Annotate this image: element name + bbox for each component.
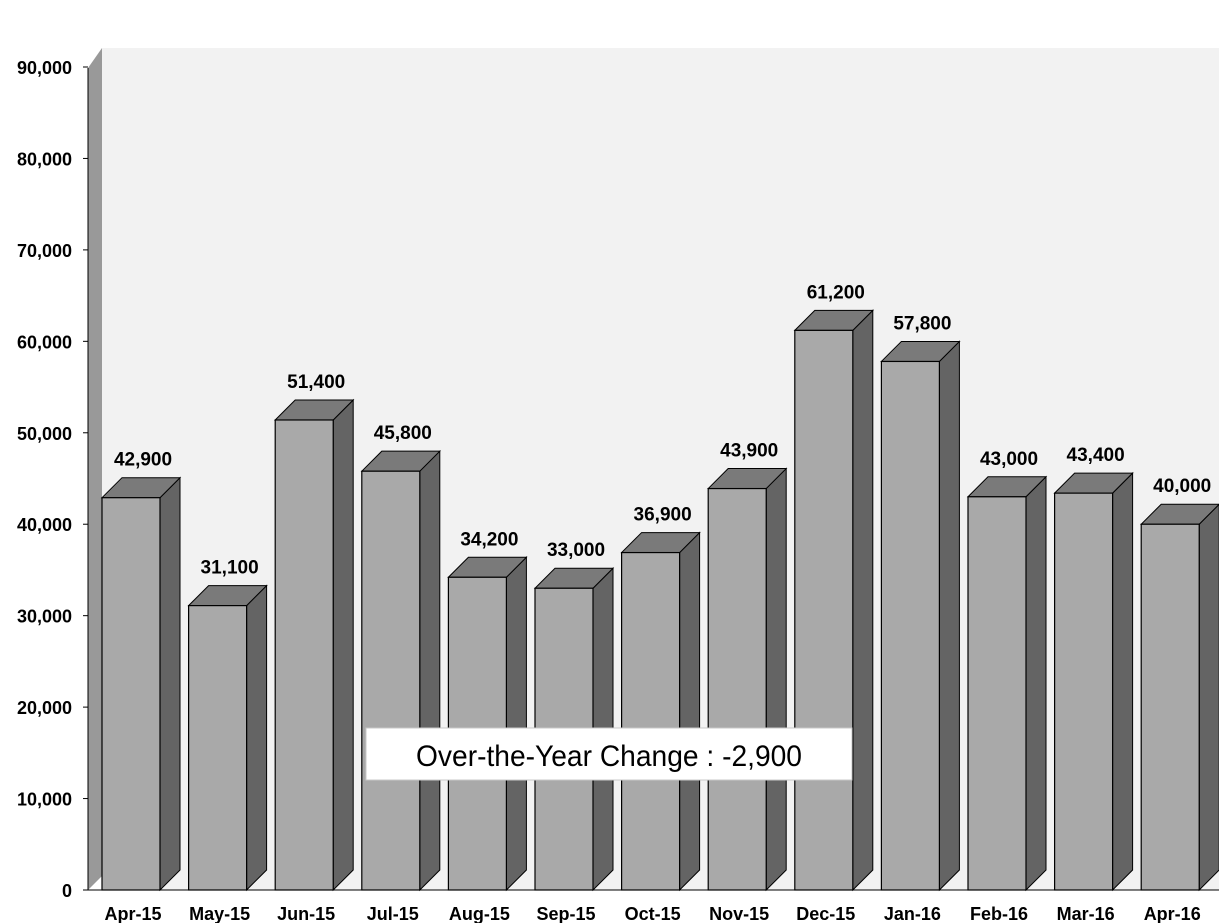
y-tick-label: 10,000 [17,790,72,810]
bar [966,475,1048,892]
x-tick-label: Apr-15 [104,904,161,923]
y-tick-label: 20,000 [17,698,72,718]
data-label: 43,000 [980,449,1038,470]
annotation-text: Over-the-Year Change : -2,900 [416,740,802,773]
x-tick-label: Jun-15 [277,904,335,923]
y-tick-label: 30,000 [17,607,72,627]
bar-side [505,556,527,892]
y-tick-label: 70,000 [17,241,72,261]
data-labels-group: 42,900 31,100 51,400 45,800 34,200 33,000 36,9… [114,282,1211,578]
bar-front [101,497,161,891]
bar-front [1053,492,1114,891]
bar-side [1025,475,1047,892]
annotation: Over-the-Year Change : -2,900 [365,727,853,781]
bar [187,584,268,892]
y-tick-label: 50,000 [17,424,72,444]
data-label: 57,800 [893,313,951,334]
x-tick-label: Aug-15 [449,904,510,923]
x-tick-label: May-15 [189,904,250,923]
data-label: 33,000 [547,540,605,561]
bar-side [419,449,441,892]
bar-side [852,309,874,892]
bar-side [159,476,181,892]
bar [360,449,442,892]
data-label: 45,800 [374,423,432,444]
x-tick-label: Dec-15 [796,904,855,923]
bar [706,467,788,892]
data-label: 61,200 [807,282,865,303]
bar-front [967,496,1027,891]
bar [447,556,528,892]
y-tick-label: 80,000 [17,149,72,169]
left-wall [88,48,102,890]
bar-side [765,467,787,892]
bar-side [938,340,960,892]
bar-front [794,329,854,891]
data-label: 31,100 [201,558,259,579]
bar-side [1112,471,1134,892]
y-tick-label: 60,000 [17,332,72,352]
x-tick-label: Nov-15 [709,904,769,923]
bars-group [100,309,1219,892]
x-tick-label: Sep-15 [536,904,595,923]
bar-front [880,360,941,891]
bar-front [188,605,248,891]
y-axis: 0 10,000 20,000 30,000 40,000 50,000 60,000 70,… [17,58,1219,901]
y-tick-label: 40,000 [17,515,72,535]
bar [1139,503,1219,892]
bar-front [361,470,421,891]
bar-side [679,531,701,892]
bar [620,531,701,892]
y-tick-label: 90,000 [17,58,72,78]
bar-side [1198,503,1219,892]
bar-front [620,551,681,891]
annotation-box [365,727,853,781]
data-label: 42,900 [114,450,172,471]
x-tick-label: Feb-16 [970,904,1028,923]
bar-front [707,487,767,891]
bar-side [332,398,354,892]
x-tick-label: Oct-15 [625,904,681,923]
data-label: 43,900 [720,441,778,462]
bar [273,398,355,892]
data-label: 43,400 [1067,445,1125,466]
bar-side [246,584,268,892]
data-label: 40,000 [1153,476,1211,497]
bar [100,476,182,892]
data-label: 51,400 [287,372,345,393]
x-axis-labels: Apr-15 May-15 Jun-15 Jul-15 Aug-15 Sep-15 Oct-… [104,904,1200,923]
bar-front [1140,523,1200,891]
x-tick-label: Mar-16 [1057,904,1115,923]
bar [1053,471,1134,892]
x-tick-label: Apr-16 [1144,904,1201,923]
x-tick-label: Jan-16 [884,904,941,923]
y-tick-label: 0 [62,881,72,901]
bar [793,309,875,892]
bar-front [274,419,334,891]
bar [880,340,961,892]
data-label: 36,900 [634,505,692,526]
data-label: 34,200 [460,529,518,550]
x-tick-label: Jul-15 [367,904,419,923]
